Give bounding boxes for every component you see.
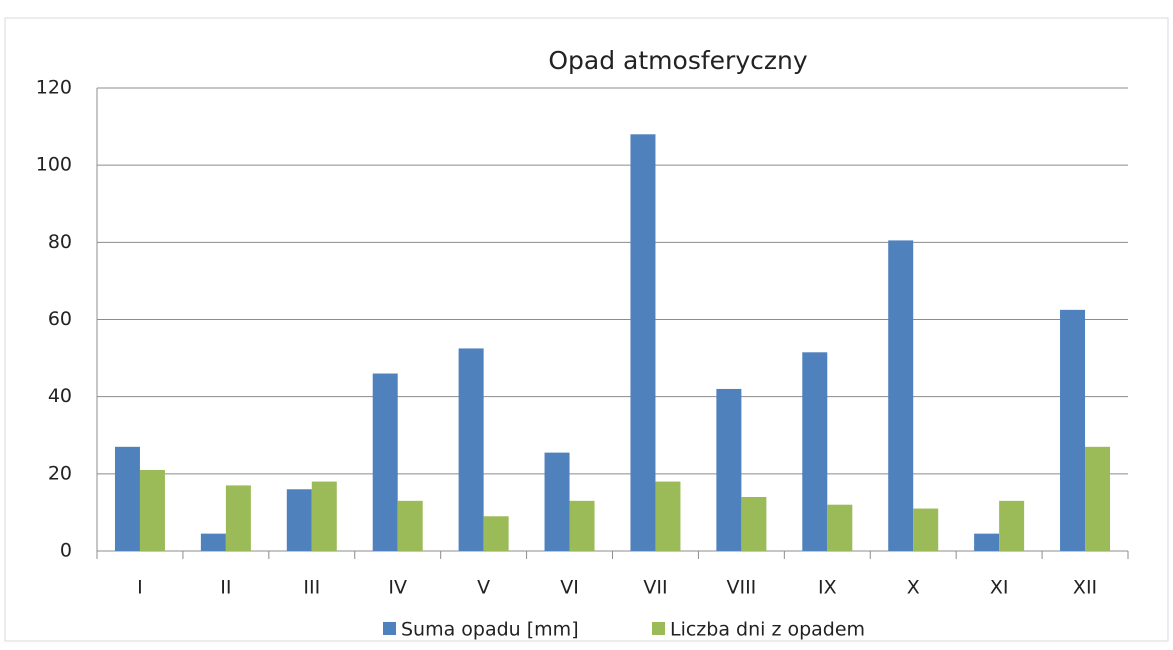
bar <box>372 373 398 551</box>
legend-label: Suma opadu [mm] <box>401 619 579 641</box>
bar <box>397 500 423 551</box>
bar <box>544 452 570 551</box>
bar <box>311 481 337 551</box>
legend-swatch <box>383 622 396 635</box>
x-tick-label: X <box>907 577 920 599</box>
x-tick-label: VI <box>560 577 579 599</box>
y-tick-label: 80 <box>48 231 72 253</box>
x-tick-label: IV <box>388 577 407 599</box>
bar <box>1085 446 1111 551</box>
legend-swatch <box>652 622 665 635</box>
bar <box>741 496 767 551</box>
bar <box>802 352 828 551</box>
y-tick-label: 40 <box>48 385 72 407</box>
bar <box>114 446 140 551</box>
bar <box>999 500 1025 551</box>
bar <box>716 388 742 551</box>
bar <box>225 485 251 551</box>
bar <box>483 516 509 551</box>
bar <box>1060 309 1086 551</box>
x-tick-label: III <box>303 577 320 599</box>
y-tick-label: 60 <box>48 308 72 330</box>
x-tick-label: VII <box>643 577 667 599</box>
legend-label: Liczba dni z opadem <box>670 619 865 641</box>
x-tick-label: II <box>220 577 231 599</box>
x-tick-label: XI <box>990 577 1009 599</box>
x-tick-label: I <box>137 577 143 599</box>
y-tick-label: 20 <box>48 462 72 484</box>
bar <box>913 508 939 551</box>
x-tick-label: IX <box>818 577 837 599</box>
bar <box>139 469 165 551</box>
bar <box>458 348 484 551</box>
x-tick-label: VIII <box>726 577 756 599</box>
bar <box>888 240 914 551</box>
bar <box>655 481 681 551</box>
chart-title: Opad atmosferyczny <box>548 46 807 75</box>
bar <box>974 533 1000 551</box>
bar <box>630 134 656 552</box>
bar <box>286 489 312 551</box>
y-tick-label: 100 <box>36 154 72 176</box>
x-tick-label: V <box>477 577 490 599</box>
bar <box>827 504 853 551</box>
x-tick-label: XII <box>1073 577 1097 599</box>
bar <box>569 500 595 551</box>
bar <box>200 533 226 551</box>
y-tick-label: 0 <box>60 540 72 562</box>
y-tick-label: 120 <box>36 77 72 99</box>
